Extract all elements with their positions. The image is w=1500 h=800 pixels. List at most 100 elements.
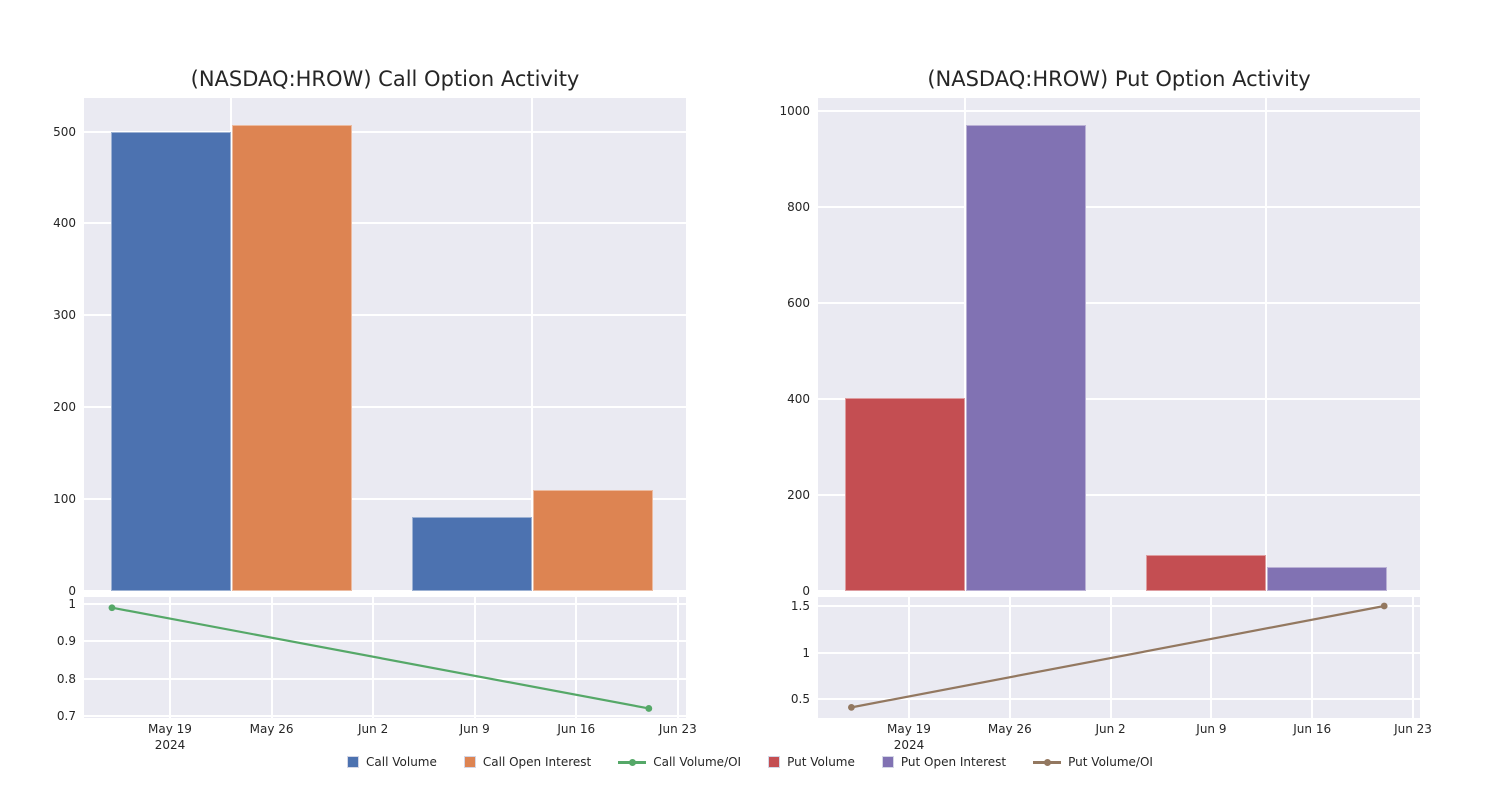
x-tick-label: Jun 2 <box>358 722 389 736</box>
put-volume-bar-1 <box>1146 555 1266 591</box>
x-gridline <box>270 597 273 718</box>
y-tick-label: 0.5 <box>790 692 810 706</box>
x-gridline <box>1412 597 1414 718</box>
y-gridline <box>818 110 1420 112</box>
legend-label: Call Volume/OI <box>653 755 742 769</box>
y-gridline <box>84 640 686 643</box>
legend-label: Call Open Interest <box>482 755 592 769</box>
x-gridline <box>964 98 966 591</box>
y-gridline <box>818 698 1420 700</box>
x-gridline <box>1311 597 1314 718</box>
y-tick-label: 1000 <box>779 104 810 118</box>
put-volume-oi-marker-1 <box>1380 602 1388 610</box>
legend-label: Put Volume/OI <box>1068 755 1153 769</box>
y-tick-label: 500 <box>53 124 76 139</box>
y-tick-label: 800 <box>787 200 810 214</box>
y-tick-label: 400 <box>787 392 810 406</box>
x-tick-label: Jun 23 <box>658 722 697 736</box>
x-gridline <box>169 597 171 718</box>
legend-item-call-open-interest: Call Open Interest <box>463 755 592 769</box>
y-gridline <box>84 603 686 605</box>
x-tick-label: Jun 23 <box>1394 722 1432 736</box>
x-gridline <box>1008 597 1011 718</box>
y-gridline <box>84 590 686 591</box>
x-gridline <box>1210 597 1213 718</box>
x-tick-label: May 19 <box>148 722 192 736</box>
x-gridline <box>575 597 578 718</box>
put-ratio-line-plot: 1.5 1 0.5 May 19 2024 May 26 Jun 2 Jun 9 Jun 16 J… <box>791 597 1432 752</box>
y-gridline <box>818 494 1420 496</box>
legend-swatch-call-volume <box>347 756 360 768</box>
put-volume-oi-line <box>848 602 1388 711</box>
y-tick-label: 400 <box>53 216 76 231</box>
call-volume-bar-1 <box>412 517 532 591</box>
y-tick-label: 0.7 <box>56 708 76 723</box>
legend-item-put-volume: Put Volume <box>768 755 855 769</box>
legend-line-marker-put-volume-oi <box>1033 756 1062 768</box>
call-volume-bar-0 <box>111 131 231 591</box>
x-tick-label: May 26 <box>987 722 1032 736</box>
y-gridline <box>818 398 1420 400</box>
x-axis-year-label: 2024 <box>893 738 925 752</box>
legend-item-call-volume: Call Volume <box>347 755 437 769</box>
legend-item-put-open-interest: Put Open Interest <box>881 755 1007 769</box>
chart-legend: Call Volume Call Open Interest Call Volume… <box>0 755 1500 769</box>
put-volume-oi-marker-0 <box>848 703 855 711</box>
call-bars-plot: 0 100 200 300 400 500 <box>53 98 686 598</box>
put-bars-plot: 0 200 400 600 800 1000 <box>779 98 1420 598</box>
x-gridline <box>908 597 910 718</box>
y-tick-label: 200 <box>53 400 76 415</box>
y-tick-label: 600 <box>787 296 810 310</box>
legend-swatch-put-volume <box>768 756 781 768</box>
y-gridline <box>84 677 686 680</box>
y-gridline <box>818 206 1420 208</box>
call-chart-title: (NASDAQ:HROW) Call Option Activity <box>190 67 580 91</box>
x-tick-label: May 26 <box>249 722 294 736</box>
y-gridline <box>84 130 686 133</box>
x-gridline <box>531 98 533 591</box>
x-gridline <box>676 597 679 718</box>
legend-label: Put Open Interest <box>900 755 1007 769</box>
put-option-chart: (NASDAQ:HROW) Put Option Activity 0 200 40… <box>779 0 1432 760</box>
y-tick-label: 1 <box>68 597 76 611</box>
y-tick-label: 1 <box>802 645 810 660</box>
y-tick-label: 200 <box>787 488 810 502</box>
x-tick-label: Jun 9 <box>1196 722 1227 736</box>
call-ratio-line-plot: 1 0.9 0.8 0.7 May 19 2024 May 26 Jun 2 Jun 9 Jun … <box>57 597 697 752</box>
legend-label: Call Volume <box>366 755 437 769</box>
legend-label: Put Volume <box>787 755 855 769</box>
legend-item-put-volume-oi: Put Volume/OI <box>1033 755 1153 769</box>
call-volume-oi-line <box>108 604 653 712</box>
call-option-chart: (NASDAQ:HROW) Call Option Activity 0 100 2… <box>53 0 697 760</box>
y-tick-label: 0.9 <box>56 634 76 649</box>
x-gridline <box>473 597 476 718</box>
y-gridline <box>818 651 1420 654</box>
x-gridline <box>230 98 232 591</box>
x-gridline <box>1265 98 1267 591</box>
legend-line-marker-call-volume-oi <box>618 756 647 768</box>
y-gridline <box>84 406 686 409</box>
y-tick-label: 0 <box>68 584 76 598</box>
y-tick-label: 0.8 <box>56 671 76 686</box>
x-axis-year-label: 2024 <box>154 738 186 752</box>
put-volume-bar-0 <box>845 398 965 591</box>
y-tick-label: 100 <box>53 492 76 507</box>
x-tick-label: May 19 <box>887 722 931 736</box>
call-open-interest-bar-1 <box>533 489 653 591</box>
y-gridline <box>84 222 686 225</box>
legend-dot-call-volume-oi <box>628 758 636 766</box>
bars-plot-area <box>84 98 686 591</box>
y-gridline <box>818 302 1420 304</box>
y-gridline <box>818 590 1420 591</box>
bars-plot-area <box>818 98 1420 591</box>
y-gridline <box>84 498 686 501</box>
legend-dot-put-volume-oi <box>1043 758 1051 766</box>
put-chart-title: (NASDAQ:HROW) Put Option Activity <box>927 67 1311 91</box>
x-tick-label: Jun 2 <box>1095 722 1126 736</box>
y-tick-label: 1.5 <box>790 599 810 613</box>
legend-item-call-volume-oi: Call Volume/OI <box>618 755 741 769</box>
y-tick-label: 0 <box>802 584 810 598</box>
y-gridline <box>84 314 686 317</box>
x-tick-label: Jun 9 <box>459 722 490 736</box>
legend-swatch-call-open-interest <box>463 756 476 768</box>
